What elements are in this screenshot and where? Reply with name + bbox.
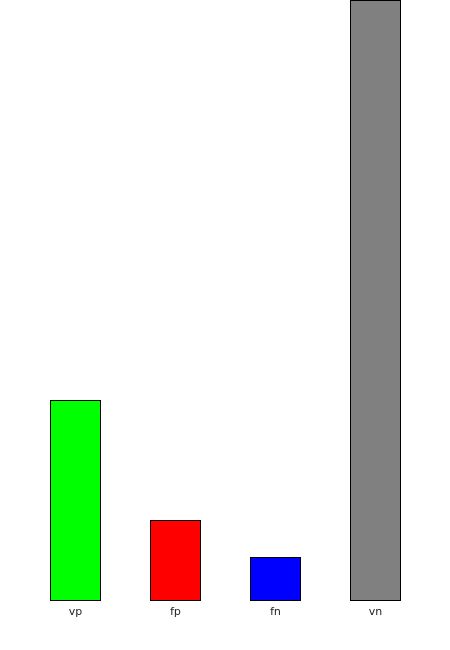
bar-vp xyxy=(50,400,101,601)
tick-label-fn: fn xyxy=(270,605,281,618)
bar-fp xyxy=(150,520,201,601)
tick-labels-group: vp fp fn vn xyxy=(69,605,383,618)
tick-label-vp: vp xyxy=(69,605,83,618)
bars-group xyxy=(50,0,401,601)
bar-vn xyxy=(350,0,401,601)
tick-label-vn: vn xyxy=(369,605,383,618)
tick-label-fp: fp xyxy=(170,605,181,618)
bar-fn xyxy=(250,557,301,601)
